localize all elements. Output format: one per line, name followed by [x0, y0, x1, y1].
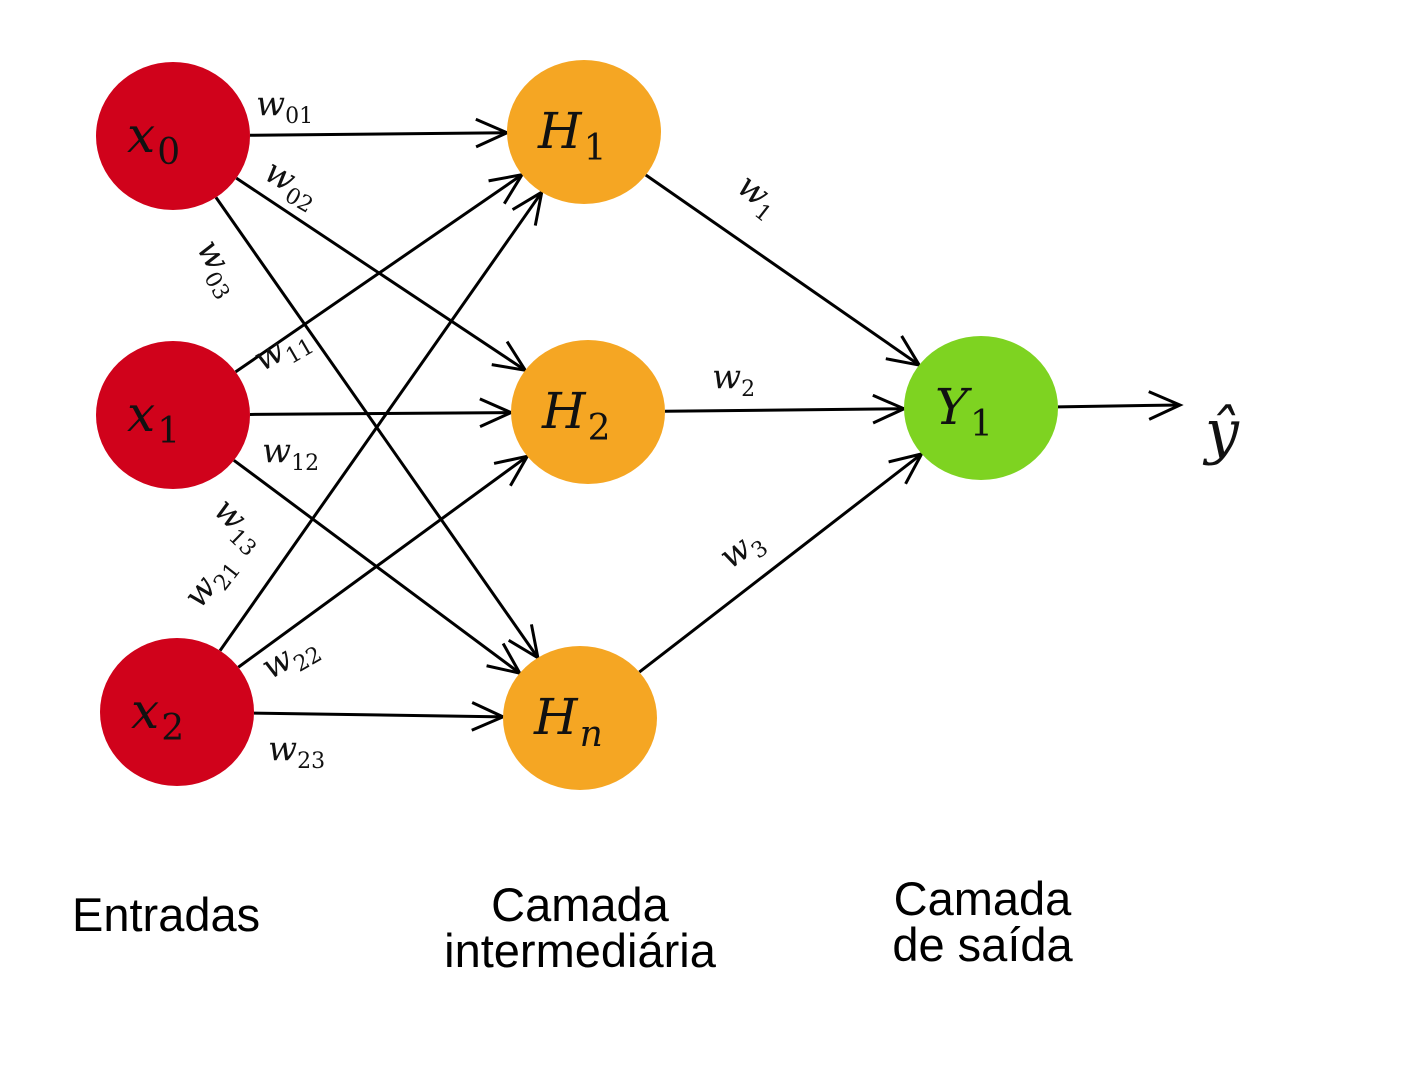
- node-Hn-label: Hn: [533, 688, 603, 755]
- edge-Y1-yhat: [1057, 390, 1184, 421]
- weight-label-w01: w01: [256, 84, 313, 129]
- node-x1-label: x1: [127, 385, 180, 452]
- node-H2: H2: [511, 340, 665, 484]
- caption-output-layer: Camada de saída: [850, 872, 1115, 971]
- weight-label-w22: w22: [255, 625, 327, 693]
- edge-x2-H2: [237, 454, 531, 669]
- node-x1: x1: [96, 341, 250, 489]
- node-H1-label: H1: [537, 102, 607, 169]
- weight-label-w2: w2: [712, 357, 755, 402]
- caption-output-line1: Camada: [893, 872, 1072, 925]
- node-Y1-label: Y1: [935, 378, 993, 445]
- node-x0-label: x0: [127, 106, 180, 173]
- weight-label-w23: w23: [268, 729, 325, 774]
- edge-H1-Y1: [644, 173, 923, 368]
- edge-x2-Hn: [253, 701, 507, 732]
- node-H1: H1: [507, 60, 661, 204]
- node-Y1: Y1: [904, 336, 1058, 480]
- caption-hidden-layer: Camada intermediária: [420, 878, 740, 977]
- caption-inputs-text: Entradas: [72, 888, 261, 941]
- weight-label-w1: w1: [726, 166, 788, 228]
- node-x0: x0: [96, 62, 250, 210]
- node-Hn: Hn: [503, 646, 657, 790]
- edge-x1-H1: [234, 172, 526, 374]
- caption-inputs: Entradas: [72, 891, 260, 938]
- caption-hidden-line1: Camada: [491, 878, 669, 931]
- weight-label-w12: w12: [262, 431, 319, 476]
- edge-x0-H2: [235, 176, 529, 373]
- weight-label-w3: w3: [712, 520, 773, 582]
- edge-H2-Y1: [664, 393, 908, 425]
- edge-x1-H2: [249, 397, 515, 429]
- node-H2-label: H2: [541, 382, 611, 449]
- edge-Hn-Y1: [638, 451, 925, 674]
- caption-output-line2: de saída: [892, 918, 1073, 971]
- weight-label-w21: w21: [176, 546, 247, 619]
- caption-hidden-line2: intermediária: [444, 924, 716, 977]
- node-x2-label: x2: [131, 682, 184, 749]
- weight-label-w02: w02: [255, 151, 327, 219]
- output-yhat-symbol: ŷ: [1202, 397, 1240, 467]
- weight-label-w03: w03: [184, 233, 252, 305]
- weight-label-w13: w13: [202, 490, 274, 562]
- node-x2: x2: [100, 638, 254, 786]
